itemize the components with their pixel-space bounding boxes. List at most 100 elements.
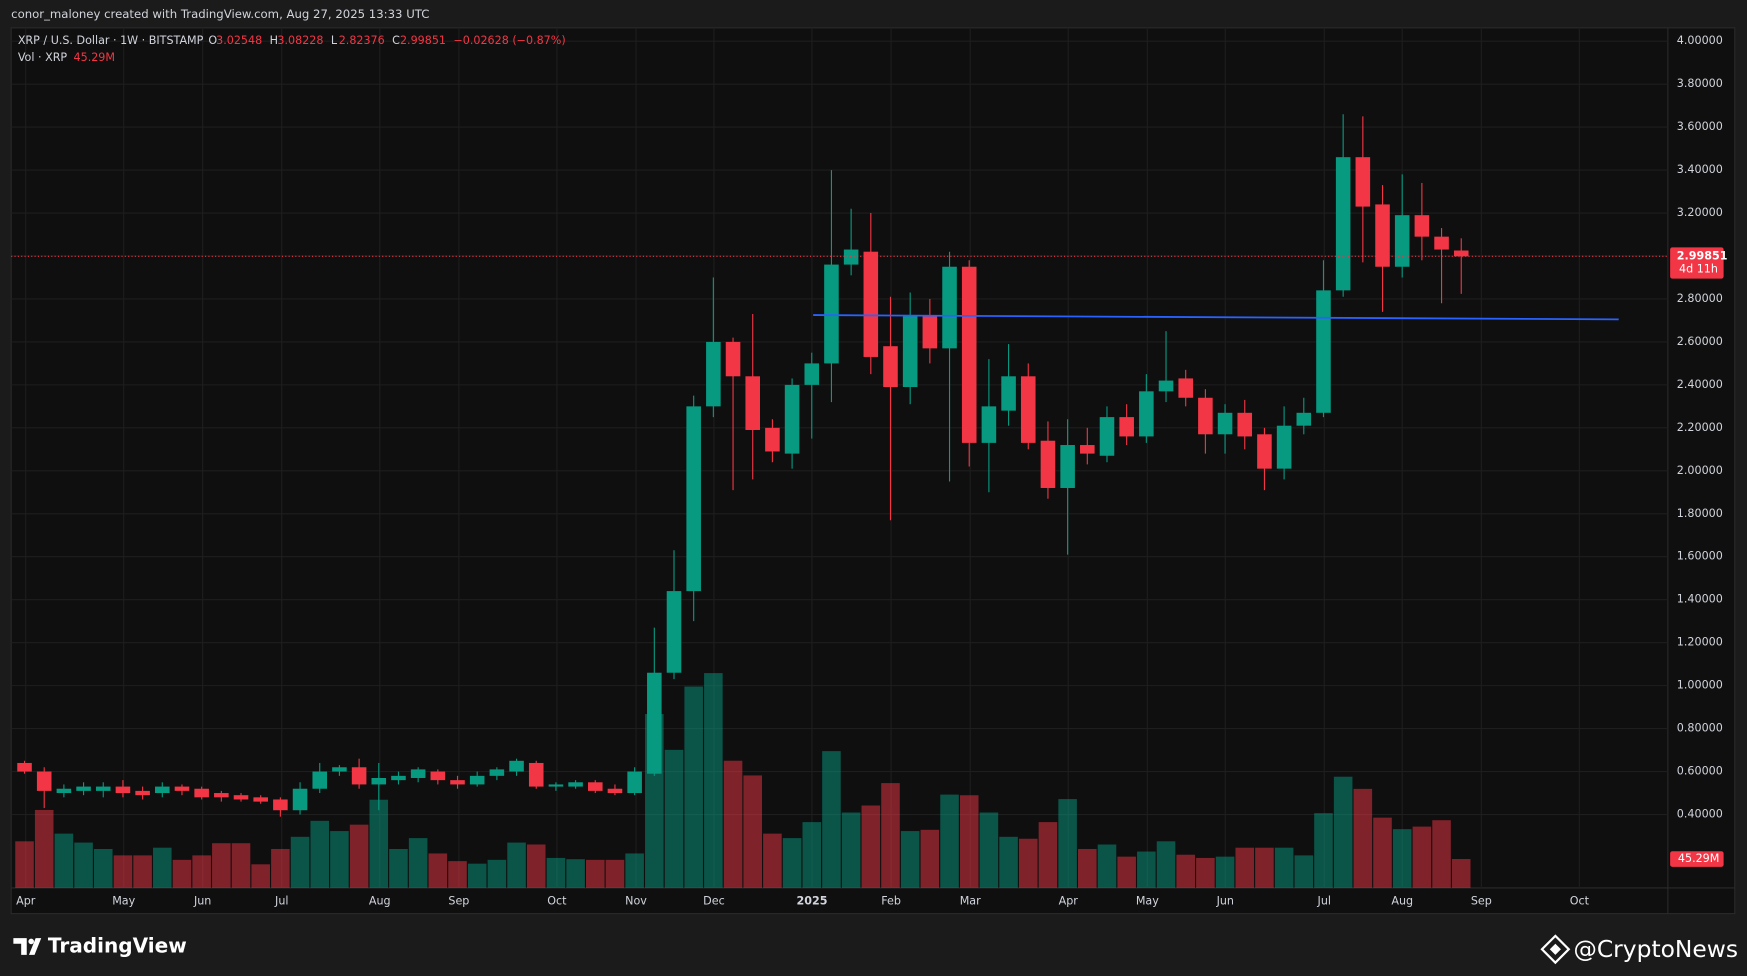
y-tick-label: 1.40000 — [1677, 593, 1723, 606]
volume-bar — [467, 863, 487, 888]
x-tick-label: Sep — [448, 894, 469, 907]
candle-body — [1139, 391, 1154, 437]
candle-body — [36, 771, 52, 791]
volume-bar — [979, 812, 999, 888]
x-tick-label: Mar — [960, 894, 981, 907]
ohlc-letter: O — [208, 34, 217, 47]
logo-shape — [13, 938, 42, 955]
watermark-logo — [1540, 934, 1571, 965]
volume-bar — [507, 842, 526, 888]
x-tick-label: Sep — [1471, 894, 1492, 907]
candle-body — [469, 775, 485, 785]
candle-body — [863, 251, 879, 357]
ohlc-value: 3.02548 — [216, 34, 262, 47]
volume-bar — [546, 857, 566, 888]
volume-bar — [999, 836, 1018, 888]
candle-body — [902, 316, 918, 388]
volume-bar — [940, 794, 959, 888]
y-tick-label: 1.00000 — [1677, 679, 1723, 692]
volume-bar — [93, 848, 113, 888]
candle-body — [76, 786, 91, 791]
y-tick-label: 1.60000 — [1677, 550, 1723, 563]
diamond-core — [1549, 943, 1561, 955]
y-tick-label: 3.40000 — [1677, 163, 1723, 176]
volume-bar — [231, 843, 251, 888]
volume-bar — [1196, 857, 1215, 888]
brand: TradingView — [48, 934, 187, 958]
candle-body — [1237, 412, 1253, 437]
volume-bar — [1294, 855, 1314, 888]
candle-body — [253, 797, 268, 802]
credit: conor_maloney created with TradingView.c… — [11, 7, 429, 21]
y-tick-label: 3.20000 — [1677, 206, 1723, 219]
volume-bar — [1274, 847, 1294, 888]
volume-bar — [1058, 799, 1077, 888]
candle-body — [1001, 376, 1016, 411]
x-tick-label: Nov — [625, 894, 647, 907]
candle-body — [568, 782, 583, 787]
volume-bar — [389, 848, 408, 888]
volume-bar — [192, 855, 211, 888]
volume-bar — [1235, 847, 1255, 888]
volume-bar — [172, 859, 192, 888]
symbol: XRP / U.S. Dollar · 1W · BITSTAMP — [18, 34, 204, 47]
candle-body — [765, 427, 780, 452]
candle-body — [292, 788, 308, 811]
x-tick-label: Feb — [881, 894, 901, 907]
candle-body — [312, 771, 328, 789]
candle-body — [627, 771, 642, 794]
change: −0.02628 (−0.87%) — [453, 34, 565, 47]
volume-bar — [113, 855, 133, 888]
x-tick-label: Jun — [193, 894, 211, 907]
trendline — [813, 314, 1619, 321]
candle-body — [981, 406, 997, 443]
x-tick-label: 2025 — [796, 894, 827, 907]
candle-body — [647, 672, 662, 774]
candle-body — [587, 782, 603, 791]
candle-body — [883, 346, 898, 388]
volume-bar — [763, 833, 782, 888]
y-tick-label: 4.00000 — [1677, 34, 1723, 47]
diamond — [1540, 934, 1571, 965]
volume-bar — [743, 775, 763, 888]
candle-body — [509, 760, 524, 772]
brand-logo — [13, 938, 42, 955]
volume-bar — [1215, 856, 1235, 888]
candle-body — [1060, 445, 1075, 488]
volume-bar — [959, 795, 979, 888]
candle-body — [548, 784, 564, 787]
x-tick-label: Jul — [1317, 894, 1331, 907]
volume-bar — [330, 831, 349, 888]
volume-bar — [1451, 859, 1471, 888]
candle-body — [666, 591, 682, 673]
candle-body — [942, 266, 957, 349]
volume-bar — [605, 859, 625, 888]
volume-bar — [1255, 847, 1274, 888]
y-tick-label: 2.20000 — [1677, 421, 1723, 434]
candle-body — [1276, 425, 1292, 469]
ohlc-letter: L — [331, 34, 338, 47]
candle-body — [155, 786, 170, 794]
candle-body — [1217, 412, 1233, 435]
candle-body — [371, 777, 387, 785]
volume-bar — [704, 673, 723, 888]
y-tick-label: 2.80000 — [1677, 292, 1723, 305]
candle-body — [450, 780, 465, 785]
candle-body — [1119, 417, 1134, 437]
candle-body — [1198, 397, 1213, 435]
x-tick-label: Apr — [16, 894, 36, 907]
candle-body — [745, 376, 761, 430]
candle-body — [1434, 236, 1449, 250]
candle-body — [174, 786, 190, 791]
volume-label: 45.29M — [1678, 852, 1719, 865]
x-tick-label: Aug — [1391, 894, 1413, 907]
volume-bar — [920, 829, 940, 888]
volume-bar — [585, 859, 605, 888]
volume-bar — [1156, 841, 1176, 888]
volume-bar — [54, 833, 74, 888]
volume-bar — [1333, 776, 1353, 888]
candle-body — [843, 249, 859, 265]
candle-body — [233, 795, 249, 800]
